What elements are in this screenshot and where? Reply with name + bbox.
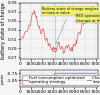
Y-axis label: REX operating
point: REX operating point	[0, 63, 4, 94]
Legend: Fuel consumption optimized
operating strategy, Charge sustaining
strategy: Fuel consumption optimized operating str…	[22, 74, 100, 86]
Charge sustaining
strategy	[54, 73, 55, 74]
Fuel consumption optimized
operating strategy	[19, 80, 21, 81]
Fuel consumption optimized
operating strategy	[54, 80, 55, 81]
Charge sustaining
strategy	[54, 80, 55, 81]
Charge sustaining
strategy	[95, 73, 96, 74]
Text: REX operating point
changes at this point: REX operating point changes at this poin…	[76, 10, 100, 23]
Y-axis label: battery state of charge: battery state of charge	[1, 3, 6, 59]
Charge sustaining
strategy	[19, 80, 21, 81]
Fuel consumption optimized
operating strategy	[95, 80, 96, 81]
Fuel consumption optimized
operating strategy	[54, 80, 55, 81]
Line: Charge sustaining
strategy: Charge sustaining strategy	[20, 73, 96, 80]
Text: Battery state of charge reaches
minimum value: Battery state of charge reaches minimum …	[42, 7, 98, 43]
